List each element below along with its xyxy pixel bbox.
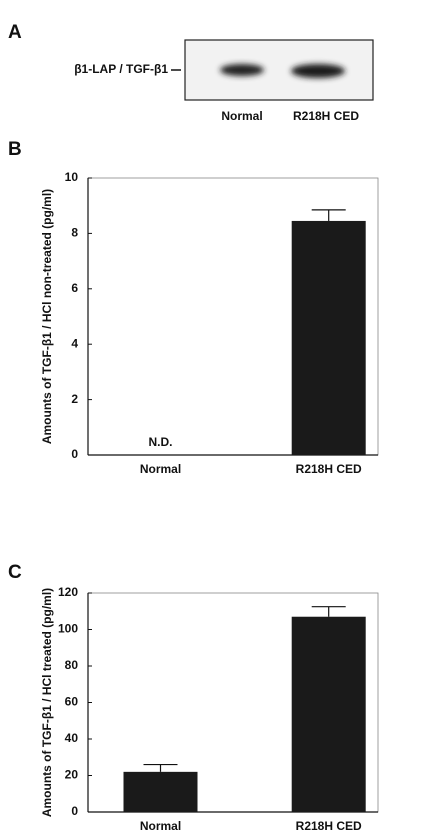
blot-frame — [185, 40, 373, 100]
y-tick-label: 2 — [71, 392, 78, 406]
y-tick-label: 0 — [71, 804, 78, 818]
band-label: β1-LAP / TGF-β1 — [74, 62, 168, 76]
panel-label: C — [8, 562, 22, 583]
page: A β1-LAP / TGF-β1 Normal R218H CED B 0 2 4 6… — [0, 0, 423, 835]
y-axis-label: Amounts of TGF-β1 / HCl non-treated (pg/… — [40, 189, 54, 444]
y-tick-label: 6 — [71, 281, 78, 295]
bar — [292, 617, 366, 812]
y-axis-label: Amounts of TGF-β1 / HCl treated (pg/ml) — [40, 588, 54, 817]
blot-band — [220, 64, 264, 76]
x-tick-label: R218H CED — [296, 462, 362, 476]
x-tick-label: Normal — [140, 819, 181, 833]
x-tick-label: Normal — [140, 462, 181, 476]
x-tick-label: R218H CED — [296, 819, 362, 833]
y-tick-label: 20 — [65, 768, 79, 782]
lane-label: Normal — [221, 109, 262, 123]
y-tick-label: 60 — [65, 695, 79, 709]
y-tick-label: 80 — [65, 658, 79, 672]
bar — [292, 221, 366, 455]
y-tick-label: 4 — [71, 336, 78, 350]
y-tick-label: 40 — [65, 731, 79, 745]
blot-band — [291, 64, 345, 78]
y-tick-label: 10 — [65, 170, 79, 184]
bar — [124, 772, 198, 812]
value-label: N.D. — [149, 435, 173, 449]
figure: A β1-LAP / TGF-β1 Normal R218H CED B 0 2 4 6… — [0, 0, 423, 835]
y-tick-label: 8 — [71, 226, 78, 240]
panel-label: A — [8, 22, 22, 43]
y-tick-label: 100 — [58, 622, 78, 636]
lane-label: R218H CED — [293, 109, 359, 123]
y-tick-label: 0 — [71, 447, 78, 461]
y-tick-label: 120 — [58, 585, 78, 599]
panel-label: B — [8, 139, 22, 160]
